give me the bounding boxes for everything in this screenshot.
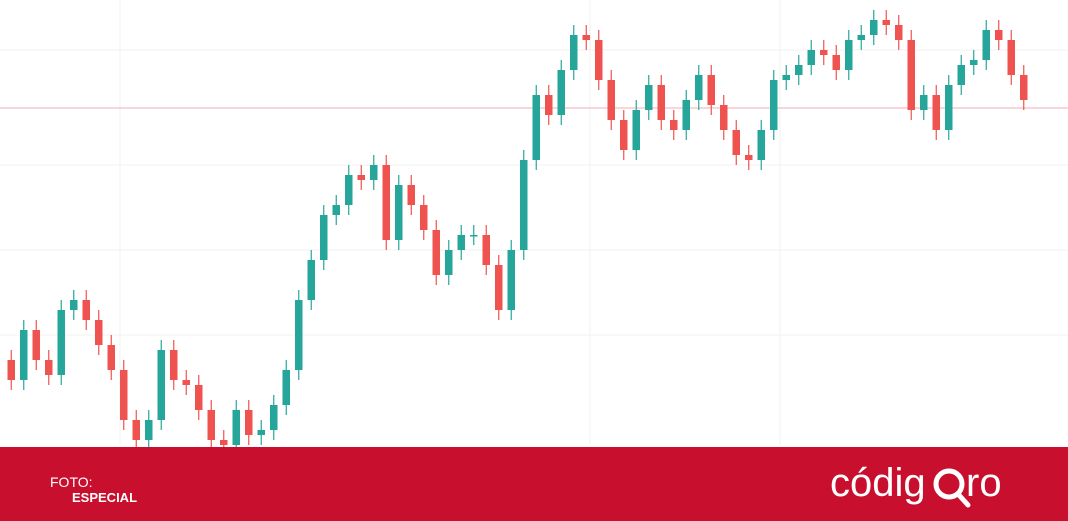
- candle-body: [57, 310, 65, 375]
- candle-body: [720, 105, 728, 130]
- candle-body: [7, 360, 15, 380]
- candle-body: [607, 80, 615, 120]
- candle-body: [195, 385, 203, 410]
- candle-body: [345, 175, 353, 205]
- logo-text: ro: [966, 461, 1002, 505]
- candle-body: [557, 70, 565, 115]
- candle-body: [970, 60, 978, 65]
- candle-body: [420, 205, 428, 230]
- candle-body: [320, 215, 328, 260]
- logo-icon-tail: [955, 491, 971, 508]
- candle-body: [845, 40, 853, 70]
- candle-body: [782, 75, 790, 80]
- candle-body: [670, 120, 678, 130]
- candle-body: [545, 95, 553, 115]
- candle-body: [932, 95, 940, 130]
- candle-body: [295, 300, 303, 370]
- candle-body: [795, 65, 803, 75]
- candle-body: [170, 350, 178, 380]
- candle-body: [470, 235, 478, 237]
- candle-body: [757, 130, 765, 160]
- candle-body: [95, 320, 103, 345]
- logo: códig ro: [830, 461, 1002, 508]
- candle-body: [32, 330, 40, 360]
- candle-body: [857, 35, 865, 40]
- candle-body: [520, 160, 528, 250]
- candle-body: [45, 360, 53, 375]
- candle-body: [920, 95, 928, 110]
- candle-body: [232, 410, 240, 445]
- candle-body: [382, 165, 390, 240]
- candle-body: [745, 155, 753, 160]
- candle-body: [120, 370, 128, 420]
- candle-body: [945, 85, 953, 130]
- candle-body: [645, 85, 653, 110]
- candle-body: [82, 300, 90, 320]
- candle-body: [307, 260, 315, 300]
- candle-body: [882, 20, 890, 25]
- candle-body: [695, 75, 703, 100]
- credit-name: ESPECIAL: [72, 490, 137, 505]
- candle-body: [282, 370, 290, 405]
- candle-body: [207, 410, 215, 440]
- logo-icon: [933, 468, 965, 500]
- candle-body: [595, 40, 603, 80]
- candle-body: [482, 235, 490, 265]
- candle-body: [332, 205, 340, 215]
- candle-body: [157, 350, 165, 420]
- candle-body: [820, 50, 828, 55]
- candle-body: [257, 430, 265, 435]
- candle-body: [220, 440, 228, 445]
- candle-body: [432, 230, 440, 275]
- candle-body: [707, 75, 715, 105]
- candle-body: [457, 235, 465, 250]
- candle-body: [582, 35, 590, 40]
- candles: [7, 10, 1028, 455]
- candle-body: [370, 165, 378, 180]
- footer-band: [0, 447, 1068, 521]
- candle-body: [1020, 75, 1028, 100]
- candle-body: [407, 185, 415, 205]
- candle-body: [620, 120, 628, 150]
- candle-body: [357, 175, 365, 180]
- candle-body: [70, 300, 78, 310]
- credit-label: FOTO:: [50, 474, 93, 490]
- candle-body: [807, 50, 815, 65]
- candle-body: [132, 420, 140, 440]
- candle-body: [395, 185, 403, 240]
- candle-body: [832, 55, 840, 70]
- candle-body: [682, 100, 690, 130]
- candle-body: [957, 65, 965, 85]
- candle-body: [445, 250, 453, 275]
- candle-body: [145, 420, 153, 440]
- candle-body: [570, 35, 578, 70]
- candle-body: [245, 410, 253, 435]
- candle-body: [507, 250, 515, 310]
- candle-body: [532, 95, 540, 160]
- background-grid: [0, 0, 1068, 445]
- candle-body: [632, 110, 640, 150]
- candle-body: [907, 40, 915, 110]
- candle-body: [107, 345, 115, 370]
- candle-body: [1007, 40, 1015, 75]
- logo-text: códig: [830, 461, 926, 505]
- candle-body: [270, 405, 278, 430]
- candle-body: [770, 80, 778, 130]
- candle-body: [657, 85, 665, 120]
- candle-body: [995, 30, 1003, 40]
- candle-body: [895, 25, 903, 40]
- candle-body: [732, 130, 740, 155]
- candle-body: [982, 30, 990, 60]
- candle-body: [870, 20, 878, 35]
- candle-body: [20, 330, 28, 380]
- candle-body: [495, 265, 503, 310]
- candle-body: [182, 380, 190, 385]
